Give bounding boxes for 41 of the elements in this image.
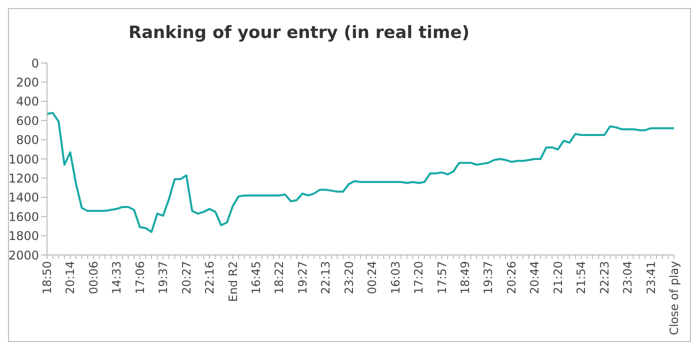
x-tick-label: 23:20 xyxy=(342,261,356,294)
y-tick-label: 1000 xyxy=(8,152,39,166)
y-tick-label: 2000 xyxy=(8,248,39,262)
x-tick-label: 23:04 xyxy=(620,261,635,294)
x-tick-label: 20:27 xyxy=(179,261,194,294)
y-tick-label: 400 xyxy=(16,94,39,109)
x-tick-label: Close of play xyxy=(667,260,681,336)
x-tick-label: 18:50 xyxy=(40,261,54,294)
y-tick-label: 1200 xyxy=(8,171,39,186)
x-tick-label: End R2 xyxy=(226,261,240,302)
x-tick-label: 20:26 xyxy=(504,261,518,294)
x-tick-label: 22:13 xyxy=(318,261,333,294)
y-tick-label: 1800 xyxy=(8,229,39,244)
x-tick-label: 17:06 xyxy=(132,261,147,294)
x-tick-label: 19:27 xyxy=(295,261,310,294)
y-tick-label: 0 xyxy=(31,56,39,70)
y-tick-label: 1600 xyxy=(8,210,39,224)
x-tick-label: 19:37 xyxy=(481,261,496,294)
chart-title: Ranking of your entry (in real time) xyxy=(127,23,470,43)
x-tick-label: 17:20 xyxy=(412,261,426,294)
x-tick-label: 21:54 xyxy=(574,261,588,294)
line-series xyxy=(46,112,675,233)
x-tick-label: 16:03 xyxy=(388,261,402,294)
x-tick-label: 19:37 xyxy=(156,261,170,294)
x-tick-label: 22:16 xyxy=(202,261,217,294)
y-tick-label: 800 xyxy=(16,133,39,148)
x-tick-label: 23:41 xyxy=(644,261,658,294)
x-tick-label: 00:24 xyxy=(365,261,380,294)
x-tick-label: 16:45 xyxy=(249,261,263,294)
x-tick-label: 20:44 xyxy=(528,261,542,294)
x-tick-label: 17:57 xyxy=(434,261,449,294)
y-tick-label: 1400 xyxy=(8,190,39,205)
y-tick-label: 600 xyxy=(16,114,39,128)
x-tick-label: 14:33 xyxy=(110,261,124,294)
x-tick-label: 21:20 xyxy=(550,261,565,294)
x-tick-label: 00:06 xyxy=(86,261,100,294)
x-tick-label: 18:49 xyxy=(458,261,472,294)
x-tick-label: 18:22 xyxy=(272,261,286,294)
x-tick-label: 22:23 xyxy=(597,261,612,294)
x-tick-label: 20:14 xyxy=(63,261,78,294)
y-tick-label: 200 xyxy=(16,75,39,90)
